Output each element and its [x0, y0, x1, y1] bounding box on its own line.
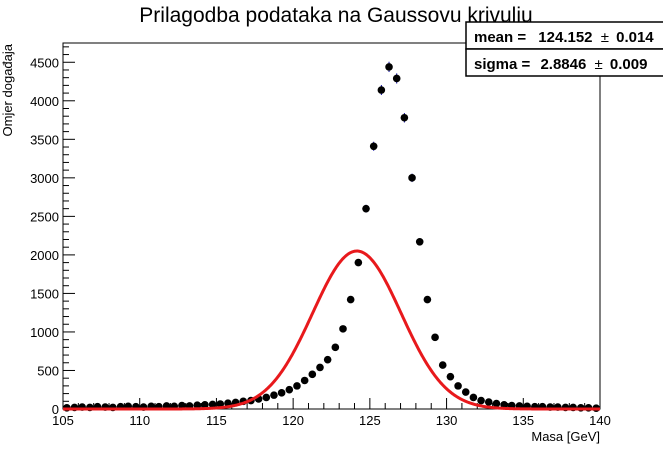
- chart-title: Prilagodba podataka na Gaussovu krivulju: [139, 4, 532, 27]
- x-axis: 105 110 115 120 125 130 135 140: [52, 398, 611, 428]
- data-point: [492, 399, 501, 408]
- data-point: [331, 343, 340, 352]
- x-tick-label: 140: [589, 413, 611, 428]
- y-tick-label: 0: [52, 402, 59, 417]
- data-point: [316, 363, 324, 372]
- y-tick-label: 2000: [30, 248, 59, 263]
- stats-box: mean = 124.152 ± 0.014 sigma = 2.8846 ± …: [465, 21, 663, 77]
- data-point: [415, 237, 424, 246]
- data-point: [477, 396, 485, 405]
- data-point: [454, 382, 462, 390]
- data-point: [277, 389, 286, 397]
- y-tick-label: 3500: [30, 132, 59, 147]
- y-tick-label: 1000: [30, 325, 59, 340]
- x-tick-label: 115: [206, 413, 227, 428]
- y-tick-label: 2500: [30, 209, 59, 224]
- data-point: [262, 393, 271, 402]
- y-axis: 0 500 1000 1500 2000 2500 3000 3500 4000 4500: [30, 46, 75, 417]
- y-tick-label: 3000: [30, 171, 59, 186]
- stats-sigma: sigma = 2.8846 ± 0.009: [474, 56, 647, 73]
- stats-mean-error: 0.014: [616, 29, 654, 46]
- y-tick-label: 1500: [30, 286, 59, 301]
- data-point: [270, 391, 278, 399]
- y-tick-label: 4000: [30, 94, 59, 109]
- data-point: [339, 325, 347, 333]
- data-point: [369, 142, 378, 151]
- data-point: [385, 63, 393, 71]
- data-point: [362, 204, 370, 213]
- x-tick-label: 120: [282, 413, 304, 428]
- y-axis-label: Omjer događaja: [0, 43, 15, 136]
- stats-sigma-value: 2.8846: [540, 56, 586, 73]
- stats-mean-label: mean =: [474, 29, 526, 46]
- stats-mean: mean = 124.152 ± 0.014: [474, 29, 654, 46]
- x-tick-label: 125: [359, 413, 381, 428]
- y-tick-label: 500: [37, 363, 59, 378]
- stats-mean-value: 124.152: [538, 29, 592, 46]
- data-point: [216, 400, 225, 408]
- x-axis-label: Masa [GeV]: [531, 429, 600, 444]
- data-point: [431, 333, 439, 342]
- data-point: [446, 372, 455, 381]
- data-point: [408, 174, 416, 182]
- stats-sigma-label: sigma =: [474, 56, 531, 73]
- data-point: [392, 74, 401, 83]
- data-point: [201, 400, 209, 409]
- data-point: [300, 376, 309, 385]
- data-point: [208, 400, 217, 409]
- y-tick-label: 4500: [30, 55, 59, 70]
- data-point: [400, 113, 409, 122]
- data-point: [293, 382, 301, 390]
- x-tick-label: 130: [436, 413, 458, 428]
- data-point: [461, 388, 470, 396]
- data-point: [308, 370, 317, 379]
- data-point: [285, 385, 294, 394]
- plot-area: [62, 42, 601, 410]
- data-point: [484, 398, 493, 406]
- x-tick-label: 105: [52, 413, 74, 428]
- data-point: [377, 86, 386, 94]
- data-point: [323, 355, 332, 364]
- data-point: [438, 361, 447, 369]
- x-tick-label: 135: [512, 413, 534, 428]
- data-point: [354, 258, 363, 267]
- stats-mean-pm: ±: [601, 29, 609, 46]
- data-point: [193, 401, 202, 409]
- x-tick-label: 110: [129, 413, 150, 428]
- data-point: [500, 400, 508, 409]
- stats-sigma-pm: ±: [595, 56, 603, 73]
- data-point: [423, 295, 432, 304]
- stats-box-row-2: [465, 48, 663, 77]
- data-point: [346, 295, 355, 304]
- stats-box-row-1: [465, 21, 663, 50]
- gaussian-fit-curve: [63, 249, 600, 411]
- data-point: [469, 393, 478, 402]
- stats-sigma-error: 0.009: [610, 56, 648, 73]
- plot-frame: [62, 42, 601, 410]
